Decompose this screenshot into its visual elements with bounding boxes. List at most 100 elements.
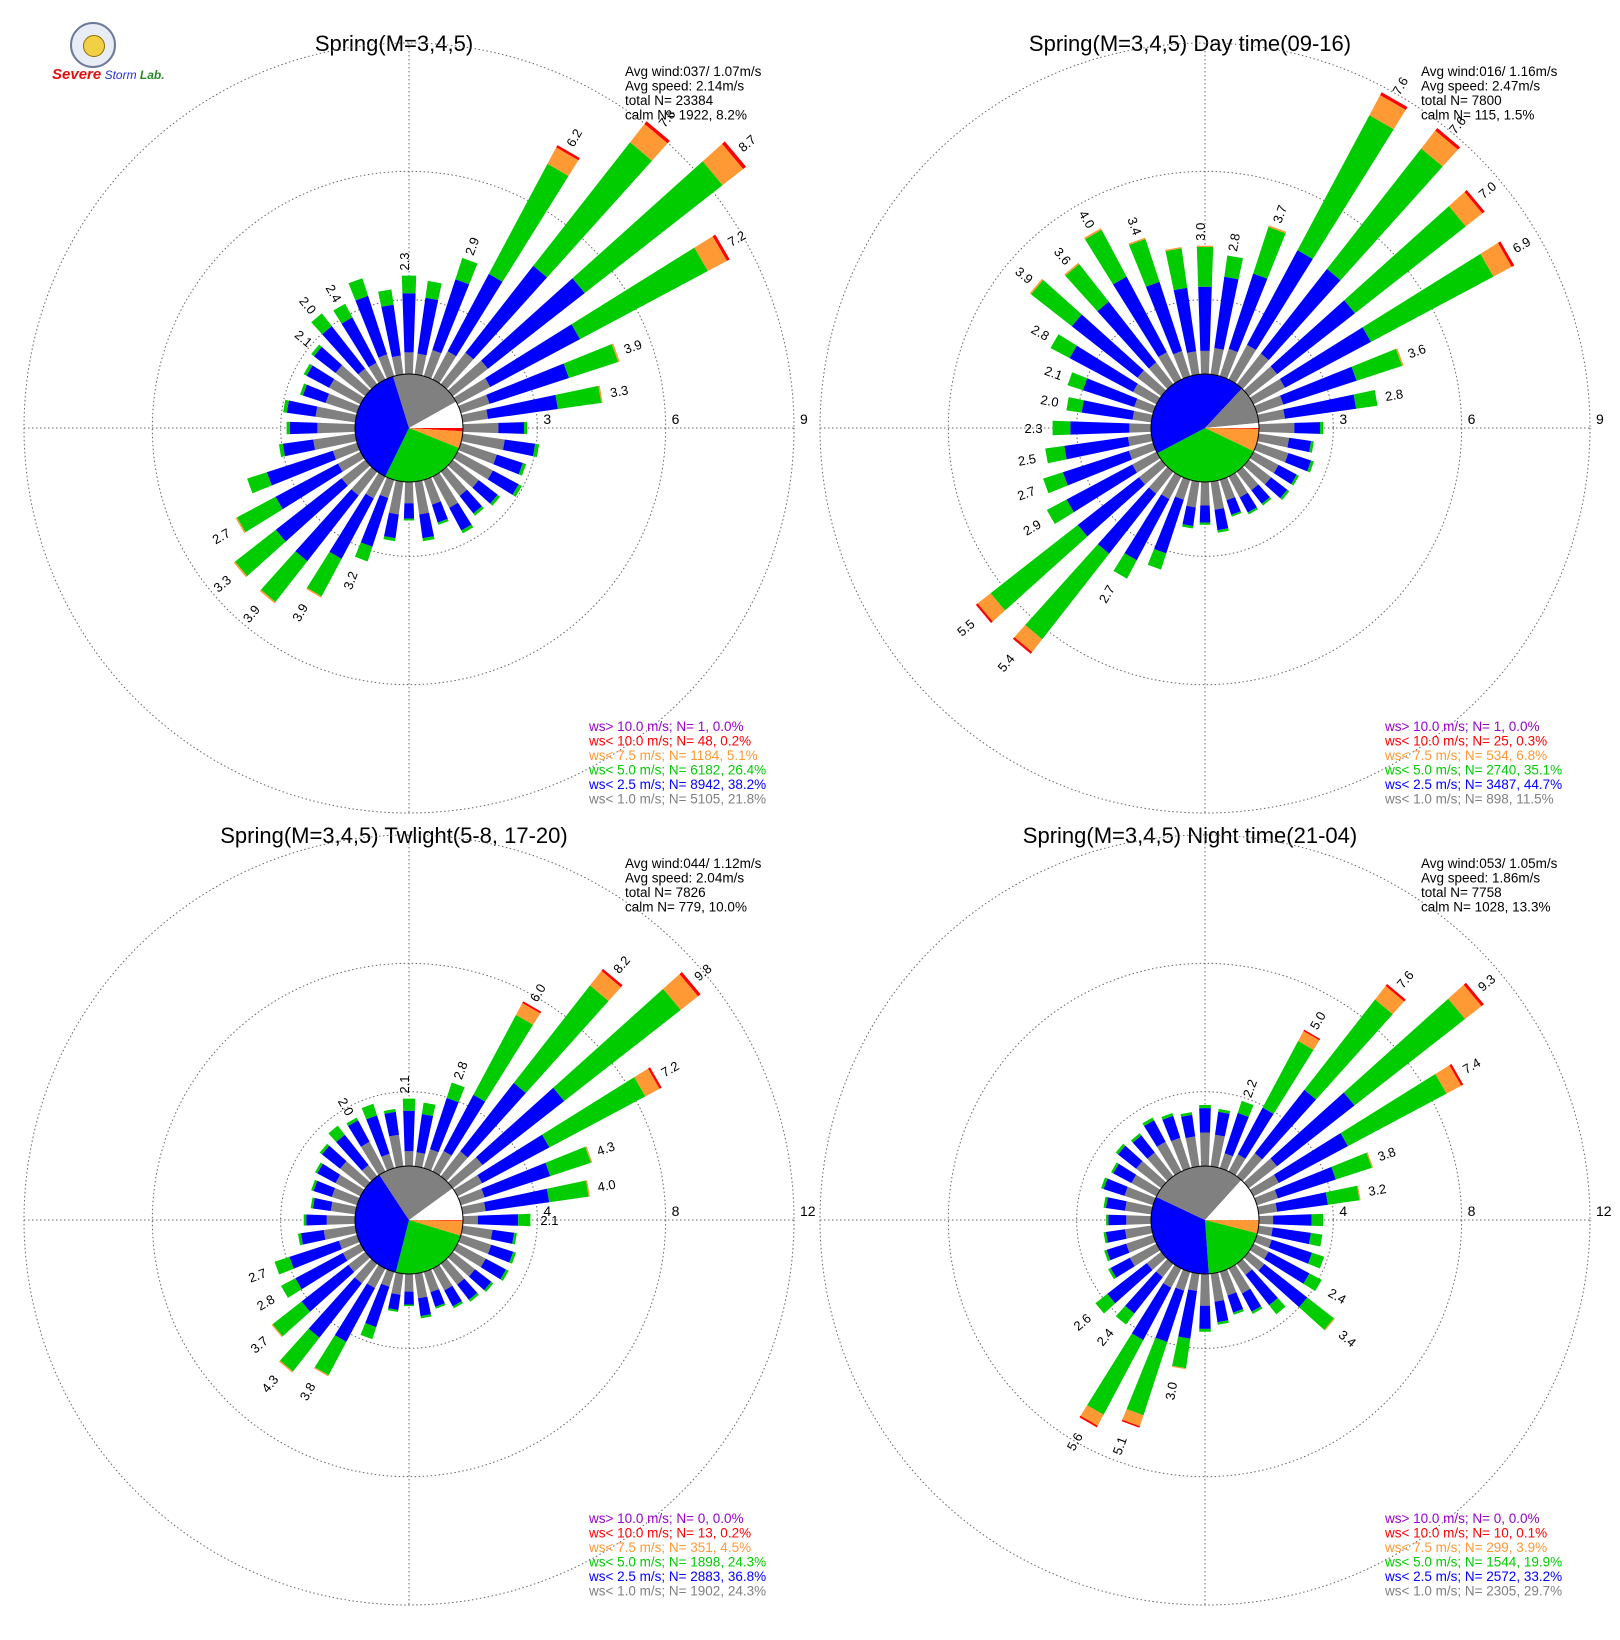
- wind-bar-50-band-0: [447, 1157, 483, 1189]
- legend-entry: ws> 10.0 m/s; N= 0, 0.0%: [1384, 1511, 1540, 1526]
- panel-title: Spring(M=3,4,5) Twlight(5-8, 17-20): [220, 823, 567, 848]
- wind-bar-310-band-2: [1115, 1143, 1126, 1155]
- wind-bar-270-band-2: [1052, 420, 1071, 436]
- wind-bar-250-band-2: [274, 1256, 294, 1275]
- wind-bar-30-band-1: [1247, 250, 1313, 350]
- bar-value-label: 3.6: [1051, 244, 1074, 267]
- wind-bar-260-band-0: [313, 433, 357, 450]
- bar-value-label: 2.8: [1225, 232, 1243, 252]
- ring-label: 12: [1596, 1203, 1612, 1219]
- wind-bar-50-band-1: [1270, 1092, 1355, 1167]
- wind-bar-0-band-3: [1196, 245, 1214, 247]
- wind-bar-240-band-2: [1046, 499, 1074, 524]
- wind-bar-170-band-0: [414, 1272, 428, 1299]
- stat-line: Avg wind:016/ 1.16m/s: [1421, 64, 1558, 79]
- pie-slice-lt10: [409, 1220, 464, 1221]
- wind-bar-210-band-1: [1124, 494, 1170, 561]
- bar-value-label: 9.3: [1475, 971, 1498, 994]
- ring-label: 6: [1468, 411, 1476, 427]
- logo-text: Severe Storm Lab.: [52, 66, 165, 83]
- wind-bar-270-band-1: [1108, 1214, 1127, 1226]
- wind-bar-140-band-0: [440, 466, 468, 496]
- legend-entry: ws< 10.0 m/s; N= 25, 0.3%: [1384, 734, 1547, 749]
- wind-bar-150-band-1: [1241, 1288, 1262, 1312]
- wind-bar-80-band-2: [546, 1180, 589, 1203]
- pie-slice-calm: [409, 1188, 463, 1220]
- bar-value-label: 5.1: [1110, 1435, 1130, 1457]
- wind-bar-200-band-2: [1147, 549, 1167, 570]
- bar-value-label: 2.5: [1017, 451, 1037, 469]
- wind-bar-0-band-1: [402, 293, 416, 353]
- wind-bar-20-band-1: [1224, 1112, 1249, 1157]
- wind-bar-190-band-2: [1182, 524, 1194, 529]
- wind-bar-300-band-0: [335, 1174, 365, 1197]
- wind-bar-30-band-0: [1228, 344, 1256, 384]
- wind-bar-250-band-0: [1128, 442, 1156, 460]
- wind-bar-140-band-2: [1261, 497, 1272, 506]
- wind-bar-40-band-3: [1421, 130, 1458, 167]
- wind-bar-100-band-0: [461, 433, 505, 450]
- wind-bar-350-band-2: [378, 289, 394, 307]
- wind-bar-310-band-3: [1029, 278, 1044, 295]
- bar-value-label: 2.1: [292, 327, 315, 350]
- ring-label: 3: [1339, 411, 1347, 427]
- wind-bar-200-band-1: [1154, 496, 1184, 554]
- wind-bar-80-band-1: [486, 394, 558, 419]
- wind-bar-50-band-1: [476, 1087, 565, 1165]
- wind-bar-50-band-4: [722, 141, 747, 169]
- wind-bar-180-band-1: [1199, 1305, 1211, 1329]
- wind-bar-10-band-1: [1214, 276, 1239, 350]
- wind-bar-180-band-2: [1199, 522, 1211, 525]
- wind-bar-280-band-1: [1081, 400, 1135, 420]
- wind-bar-80-band-0: [1257, 409, 1285, 423]
- wind-bar-300-band-0: [329, 379, 365, 405]
- wind-bar-200-band-3: [1122, 1409, 1144, 1427]
- wind-bar-130-band-1: [1258, 1263, 1308, 1308]
- wind-bar-220-band-4: [1012, 637, 1033, 654]
- legend-entry: ws< 7.5 m/s; N= 1184, 5.1%: [588, 748, 758, 763]
- stat-line: Avg speed: 2.14m/s: [625, 79, 744, 94]
- wind-bar-240-band-1: [275, 463, 343, 510]
- wind-bar-270-band-2: [286, 421, 290, 435]
- wind-bar-0-band-0: [404, 352, 414, 374]
- wind-bar-270-band-0: [1126, 1215, 1151, 1225]
- wind-bar-50-band-3: [1448, 192, 1483, 227]
- wind-bar-240-band-1: [1066, 464, 1137, 513]
- wind-bar-70-band-2: [563, 344, 619, 378]
- bar-value-label: 3.9: [1012, 264, 1035, 287]
- wind-bar-30-band-0: [1228, 1154, 1246, 1176]
- pie-slice-lt7-5: [409, 1220, 463, 1236]
- wind-bar-330-band-1: [1113, 276, 1167, 357]
- wind-bar-280-band-1: [312, 1198, 333, 1211]
- wind-bar-10-band-1: [1215, 1111, 1230, 1137]
- wind-bar-100-band-0: [1257, 433, 1290, 448]
- wind-bar-220-band-1: [295, 489, 359, 562]
- wind-bar-140-band-2: [468, 1292, 479, 1302]
- wind-bar-80-band-3: [598, 385, 603, 403]
- wind-bar-100-band-2: [533, 443, 540, 458]
- wind-bar-170-band-0: [1210, 480, 1224, 510]
- wind-bar-270-band-0: [317, 422, 355, 434]
- wind-bar-150-band-2: [1251, 1306, 1263, 1314]
- wind-bar-50-band-4: [1463, 982, 1484, 1007]
- wind-bar-40-band-0: [440, 352, 474, 390]
- legend-entry: ws< 1.0 m/s; N= 5105, 21.8%: [588, 792, 766, 807]
- wind-bar-300-band-2: [1050, 334, 1077, 359]
- wind-bar-200-band-0: [1175, 1269, 1191, 1291]
- wind-bar-320-band-2: [328, 1125, 345, 1142]
- wind-bar-70-band-3: [1366, 1152, 1374, 1168]
- wind-bar-90-band-1: [1273, 1214, 1312, 1226]
- wind-bar-180-band-2: [404, 1304, 414, 1307]
- pie-slice-lt7-5: [409, 428, 463, 449]
- wind-bar-130-band-2: [1280, 489, 1290, 500]
- wind-bar-170-band-1: [419, 512, 434, 539]
- wind-bar-300-band-2: [315, 1162, 323, 1174]
- wind-bar-320-band-1: [1132, 1135, 1155, 1159]
- stat-line: total N= 7800: [1421, 93, 1502, 108]
- wind-bar-80-band-2: [555, 385, 602, 409]
- wind-bar-270-band-0: [1129, 423, 1151, 433]
- bar-value-label: 3.4: [1124, 215, 1144, 237]
- wind-bar-150-band-2: [452, 1301, 464, 1309]
- wind-bar-50-band-3: [702, 143, 744, 186]
- wind-bar-280-band-0: [330, 1201, 357, 1215]
